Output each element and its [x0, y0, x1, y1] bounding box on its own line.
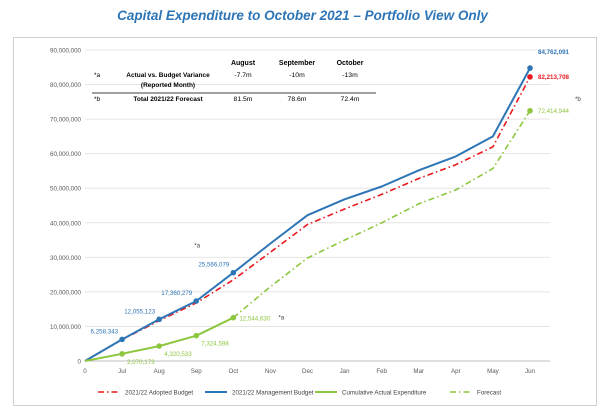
data-label: 72,414,944 [538, 108, 570, 115]
data-label: 12,544,630 [239, 316, 271, 323]
data-point [156, 343, 162, 349]
y-tick-label: 70,000,000 [50, 117, 82, 124]
y-tick-label: 10,000,000 [50, 324, 82, 331]
x-tick-label: May [487, 368, 500, 375]
note-marker-a: *a [278, 315, 284, 322]
x-tick-label: Nov [265, 368, 277, 375]
x-tick-label: Feb [376, 368, 387, 375]
y-tick-label: 90,000,000 [50, 48, 82, 55]
data-point [119, 336, 125, 343]
data-label: 82,213,708 [538, 74, 570, 81]
chart-title: Capital Expenditure to October 2021 – Po… [117, 8, 488, 23]
chart-frame [13, 37, 597, 406]
data-point [527, 74, 533, 80]
y-tick-label: 40,000,000 [50, 220, 82, 227]
series-line-2 [84, 316, 234, 362]
y-tick-label: 60,000,000 [50, 151, 82, 158]
table-column-header: September [279, 60, 315, 67]
table-cell: -13m [342, 72, 358, 79]
table-row-marker: *b [94, 96, 101, 103]
series-line-3 [232, 110, 531, 319]
data-point [193, 298, 200, 304]
table-row-marker: *a [94, 72, 101, 79]
legend-label: Cumulative Actual Expenditure [342, 390, 427, 397]
data-label: 12,055,123 [124, 308, 156, 315]
y-tick-label: 30,000,000 [50, 255, 82, 262]
data-label: 4,320,533 [164, 351, 192, 358]
data-label: 17,360,279 [161, 290, 193, 297]
series-line-1 [84, 67, 531, 362]
legend-label: Forecast [477, 390, 501, 397]
data-label: 84,762,091 [538, 49, 570, 56]
y-tick-label: 20,000,000 [50, 289, 82, 296]
x-tick-label: Oct [229, 368, 239, 375]
table-cell: 78.6m [288, 96, 307, 103]
table-cell: 81.5m [234, 96, 253, 103]
table-row-label: Total 2021/22 Forecast [133, 96, 203, 103]
data-label: 7,324,598 [201, 341, 229, 348]
note-marker-a: *a [194, 243, 200, 250]
table-cell: 72.4m [341, 96, 360, 103]
x-tick-label: 0 [83, 368, 87, 375]
x-tick-label: Apr [451, 368, 461, 375]
x-tick-label: Jul [118, 368, 126, 375]
data-point [119, 351, 125, 357]
data-point [193, 332, 200, 339]
data-point [230, 269, 237, 276]
data-point [527, 65, 533, 71]
table-row-label: Actual vs. Budget Variance [126, 72, 210, 79]
table-column-header: August [231, 60, 256, 67]
y-tick-label: 50,000,000 [50, 186, 82, 193]
data-point [156, 316, 162, 323]
note-marker-b: *b [575, 96, 581, 103]
table-row-sublabel: (Reported Month) [141, 82, 195, 89]
x-tick-label: Aug [154, 368, 166, 375]
x-tick-label: Mar [413, 368, 424, 375]
table-column-header: October [337, 60, 364, 67]
x-tick-label: Jan [340, 368, 351, 375]
data-label: 2,070,173 [127, 359, 155, 366]
table-cell: -10m [289, 72, 305, 79]
x-tick-label: Jun [525, 368, 536, 375]
x-tick-label: Sep [191, 368, 203, 375]
y-tick-label: 0 [78, 359, 82, 366]
data-label: 6,258,343 [91, 328, 119, 335]
data-point [527, 107, 533, 114]
legend-label: 2021/22 Adopted Budget [125, 390, 193, 397]
x-tick-label: Dec [302, 368, 313, 375]
legend-label: 2021/22 Management Budget [232, 390, 314, 397]
y-tick-label: 80,000,000 [50, 82, 82, 89]
table-cell: -7.7m [234, 72, 252, 79]
data-label: 25,566,079 [198, 262, 230, 269]
data-point [230, 314, 237, 321]
